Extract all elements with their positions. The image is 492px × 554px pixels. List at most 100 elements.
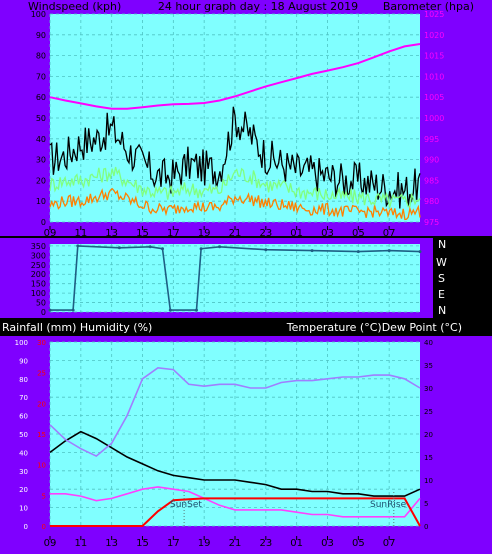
humidity-tick-label: 70 bbox=[19, 394, 28, 402]
x-tick-label: 19 bbox=[198, 538, 211, 549]
wind-direction-point bbox=[264, 248, 268, 252]
wind-direction-point bbox=[76, 244, 80, 248]
humidity-tick-label: 60 bbox=[19, 413, 28, 421]
barometer-tick-label: 1025 bbox=[424, 10, 444, 19]
x-tick-label: 07 bbox=[383, 538, 396, 549]
panel1-right-strip bbox=[462, 0, 492, 236]
windspeed-tick-label: 0 bbox=[41, 218, 46, 227]
series-wind-lull bbox=[49, 187, 421, 221]
direction-label-s: S bbox=[438, 272, 445, 285]
barometer-tick-label: 1020 bbox=[424, 31, 444, 40]
barometer-tick-label: 990 bbox=[424, 156, 439, 165]
x-tick-label: 15 bbox=[136, 228, 149, 239]
temperature-tick-label: 20 bbox=[424, 431, 433, 439]
humidity-tick-label: 10 bbox=[19, 505, 28, 513]
barometer-tick-label: 1015 bbox=[424, 52, 444, 61]
windspeed-axis-label: Windspeed (kph) bbox=[28, 0, 121, 13]
wind-direction-point bbox=[387, 249, 391, 253]
barometer-tick-label: 1000 bbox=[424, 114, 444, 123]
x-tick-label: 09 bbox=[44, 228, 57, 239]
wind-direction-point bbox=[356, 250, 360, 254]
wind-direction-point bbox=[161, 247, 164, 251]
x-tick-label: 03 bbox=[321, 228, 334, 239]
x-tick-label: 03 bbox=[321, 538, 334, 549]
wind-direction-point bbox=[418, 250, 422, 254]
wind-direction-point bbox=[48, 308, 52, 312]
rainfall-tick-label: 30 bbox=[37, 339, 46, 347]
rainfall-tick-label: 15 bbox=[37, 431, 46, 439]
series-wind-gust bbox=[49, 106, 421, 209]
barometer-tick-label: 995 bbox=[424, 135, 439, 144]
direction-tick-label: 350 bbox=[31, 242, 46, 251]
x-tick-label: 01 bbox=[290, 228, 303, 239]
temperature-tick-label: 0 bbox=[424, 523, 428, 531]
series-wind-average bbox=[49, 166, 421, 208]
panel1-series bbox=[49, 43, 421, 221]
x-tick-label: 01 bbox=[290, 538, 303, 549]
windspeed-tick-label: 50 bbox=[36, 114, 46, 123]
panel3-ticks: 0102030405060708090100051015202530051015… bbox=[15, 339, 433, 549]
panel1-ticks: 0102030405060708090100975980985990995100… bbox=[31, 10, 445, 239]
humidity-tick-label: 50 bbox=[19, 431, 28, 439]
panel1-grid bbox=[49, 13, 420, 223]
panel3-series bbox=[49, 366, 421, 527]
temperature-tick-label: 35 bbox=[424, 362, 433, 370]
wind-direction-point bbox=[148, 245, 152, 249]
x-tick-label: 13 bbox=[105, 228, 118, 239]
windspeed-tick-label: 10 bbox=[36, 197, 46, 206]
temperature-tick-label: 25 bbox=[424, 408, 433, 416]
wind-direction-point bbox=[218, 245, 222, 249]
x-tick-label: 19 bbox=[198, 228, 211, 239]
barometer-tick-label: 980 bbox=[424, 197, 439, 206]
temperature-tick-label: 10 bbox=[424, 477, 433, 485]
x-tick-label: 05 bbox=[352, 538, 365, 549]
barometer-tick-label: 1010 bbox=[424, 72, 444, 81]
series-humidity bbox=[49, 366, 421, 458]
direction-tick-label: 100 bbox=[31, 289, 46, 298]
windspeed-tick-label: 70 bbox=[36, 72, 46, 81]
x-tick-label: 09 bbox=[44, 538, 57, 549]
temperature-tick-label: 5 bbox=[424, 500, 428, 508]
x-tick-label: 15 bbox=[136, 538, 149, 549]
x-tick-label: 23 bbox=[259, 538, 272, 549]
windspeed-tick-label: 100 bbox=[31, 10, 46, 19]
rainfall-tick-label: 20 bbox=[37, 400, 46, 408]
sunset-annotation: SunSet bbox=[170, 500, 202, 510]
series-rainfall bbox=[50, 497, 421, 527]
windspeed-tick-label: 90 bbox=[36, 31, 46, 40]
windspeed-tick-label: 60 bbox=[36, 93, 46, 102]
direction-tick-label: 0 bbox=[41, 308, 46, 317]
graph-title: 24 hour graph day : 18 August 2019 bbox=[158, 0, 358, 13]
x-tick-label: 17 bbox=[167, 538, 180, 549]
wind-direction-point bbox=[117, 246, 121, 250]
x-tick-label: 05 bbox=[352, 228, 365, 239]
humidity-tick-label: 0 bbox=[24, 523, 28, 531]
direction-label-e: E bbox=[438, 288, 445, 301]
barometer-tick-label: 975 bbox=[424, 218, 439, 227]
rain-humidity-axis-label: Rainfall (mm) Humidity (%) bbox=[2, 321, 152, 334]
humidity-tick-label: 80 bbox=[19, 376, 28, 384]
windspeed-tick-label: 20 bbox=[36, 176, 46, 185]
direction-label-n-bottom: N bbox=[438, 304, 446, 317]
x-tick-label: 11 bbox=[74, 538, 87, 549]
direction-tick-label: 250 bbox=[31, 261, 46, 270]
direction-label-w: W bbox=[436, 256, 447, 269]
temperature-tick-label: 15 bbox=[424, 454, 433, 462]
barometer-axis-label: Barometer (hpa) bbox=[383, 0, 474, 13]
rainfall-tick-label: 0 bbox=[42, 523, 46, 531]
direction-tick-label: 50 bbox=[36, 299, 46, 308]
barometer-tick-label: 985 bbox=[424, 176, 439, 185]
direction-tick-label: 300 bbox=[31, 251, 46, 260]
barometer-tick-label: 1005 bbox=[424, 93, 444, 102]
panel2-plot-bg bbox=[50, 244, 420, 312]
rainfall-tick-label: 5 bbox=[42, 492, 46, 500]
humidity-tick-label: 20 bbox=[19, 486, 28, 494]
x-tick-label: 21 bbox=[229, 228, 242, 239]
direction-tick-label: 200 bbox=[31, 270, 46, 279]
x-tick-label: 07 bbox=[383, 228, 396, 239]
panel2-series bbox=[48, 244, 422, 312]
windspeed-tick-label: 30 bbox=[36, 156, 46, 165]
temperature-tick-label: 40 bbox=[424, 339, 433, 347]
